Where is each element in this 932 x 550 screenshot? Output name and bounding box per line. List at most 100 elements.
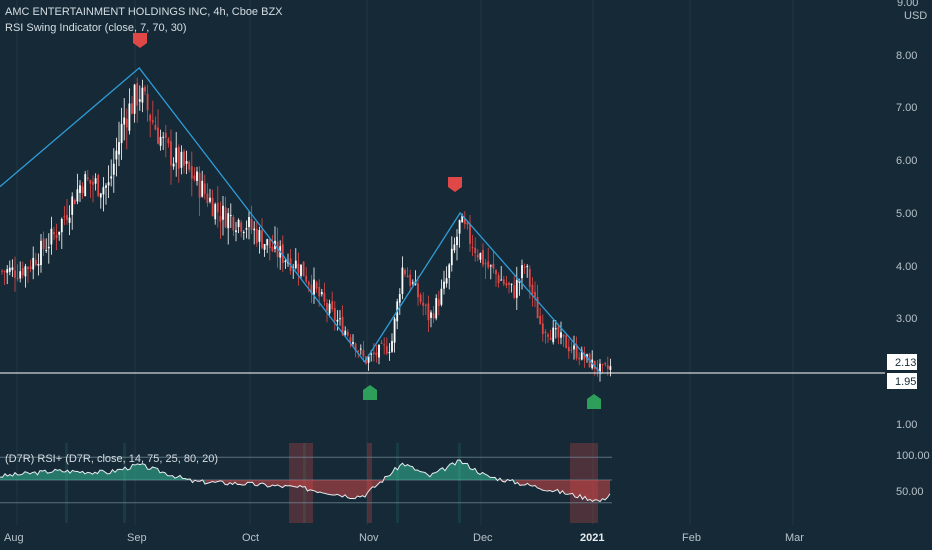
candle-body xyxy=(323,293,326,302)
rsi-fill xyxy=(572,480,575,497)
candle-body xyxy=(471,247,474,249)
candle-body xyxy=(63,216,66,218)
candle-body xyxy=(536,296,539,319)
rsi-fill xyxy=(472,468,475,480)
candle-body xyxy=(53,232,55,235)
rsi-fill xyxy=(255,480,258,486)
candlestick-series[interactable] xyxy=(1,77,612,382)
candle-body xyxy=(45,250,48,252)
candle-body xyxy=(606,365,609,369)
candle-body xyxy=(162,136,165,138)
candle-body xyxy=(367,356,370,363)
indicator-legend[interactable]: RSI Swing Indicator (close, 7, 70, 30) xyxy=(5,22,187,34)
candle-body xyxy=(253,228,256,231)
rsi-fill xyxy=(142,463,145,480)
candle-body xyxy=(599,363,601,373)
candle-body xyxy=(1,270,3,272)
rsi-fill xyxy=(447,464,450,480)
candle-body xyxy=(440,288,443,305)
rsi-fill xyxy=(567,480,570,495)
rsi-fill xyxy=(320,480,323,493)
rsi-fill xyxy=(315,480,318,493)
rsi-fill xyxy=(585,480,588,501)
rsi-pane[interactable] xyxy=(0,443,612,523)
rsi-fill xyxy=(562,480,565,495)
rsi-fill xyxy=(375,480,378,488)
rsi-legend[interactable]: (D7R) RSI+ (D7R, close, 14, 75, 25, 80, … xyxy=(5,453,219,465)
rsi-fill xyxy=(135,463,138,480)
rsi-fill xyxy=(355,480,358,499)
rsi-fill xyxy=(550,480,553,492)
rsi-fill xyxy=(132,464,135,480)
rsi-line xyxy=(0,459,611,503)
candle-body xyxy=(219,216,222,222)
rsi-fill xyxy=(37,470,40,480)
rsi-fill xyxy=(157,468,160,480)
rsi-fill xyxy=(427,474,430,480)
candle-body xyxy=(248,216,250,228)
candle-body xyxy=(531,284,534,295)
swing-high-marker xyxy=(133,33,147,48)
swing-low-marker xyxy=(363,385,377,400)
candle-body xyxy=(32,257,35,270)
rsi-fill xyxy=(307,480,310,491)
candle-body xyxy=(463,218,466,225)
candle-body xyxy=(593,360,596,370)
candle-body xyxy=(479,252,482,260)
rsi-fill xyxy=(372,480,375,488)
candle-body xyxy=(222,205,224,220)
candle-body xyxy=(482,249,484,265)
rsi-fill xyxy=(257,480,260,486)
rsi-fill xyxy=(455,460,458,480)
rsi-fill xyxy=(590,480,593,502)
price-axis[interactable]: 9.00 USD 8.00 7.00 6.00 5.00 4.00 3.00 1… xyxy=(887,0,930,498)
rsi-fill xyxy=(452,462,455,480)
rsi-fill xyxy=(57,469,60,480)
candle-body xyxy=(81,186,84,194)
rsi-fill xyxy=(540,480,543,491)
candle-body xyxy=(294,260,297,269)
rsi-fill xyxy=(515,480,518,484)
rsi-fill xyxy=(87,472,90,480)
candle-body xyxy=(268,238,271,249)
candle-body xyxy=(362,350,365,357)
rsi-fill xyxy=(395,467,398,480)
rsi-fill xyxy=(520,480,523,486)
rsi-fill xyxy=(602,480,605,500)
candle-body xyxy=(40,240,42,266)
rsi-fill xyxy=(85,472,88,480)
rsi-fill xyxy=(90,472,93,480)
candle-body xyxy=(300,264,302,276)
candle-body xyxy=(216,202,219,213)
rsi-fill xyxy=(317,480,320,493)
rsi-fill xyxy=(170,475,173,480)
candle-body xyxy=(409,274,412,286)
candle-body xyxy=(120,123,123,144)
candle-body xyxy=(336,319,339,322)
candle-body xyxy=(560,332,562,338)
rsi-fill xyxy=(102,470,105,480)
symbol-legend[interactable]: AMC ENTERTAINMENT HOLDINGS INC, 4h, Cboe… xyxy=(5,6,283,18)
candle-body xyxy=(131,103,133,114)
candle-body xyxy=(427,303,430,321)
rsi-fill xyxy=(127,469,130,480)
candle-body xyxy=(315,282,318,289)
rsi-fill xyxy=(125,467,128,480)
candle-body xyxy=(326,302,328,311)
time-axis[interactable]: Aug Sep Oct Nov Dec 2021 Feb Mar xyxy=(4,532,804,544)
candle-body xyxy=(570,349,573,351)
rsi-fill xyxy=(442,467,445,480)
rsi-fill xyxy=(347,480,350,499)
candle-body xyxy=(16,278,19,280)
candle-body xyxy=(541,323,544,335)
candle-body xyxy=(102,187,105,195)
candle-body xyxy=(193,175,196,180)
candle-body xyxy=(411,282,414,284)
candle-body xyxy=(339,318,341,320)
price-axis-tick: 4.00 xyxy=(896,261,917,273)
rsi-fill xyxy=(532,480,535,487)
rsi-fill xyxy=(400,463,403,480)
candle-body xyxy=(393,318,396,343)
candle-body xyxy=(333,307,336,321)
